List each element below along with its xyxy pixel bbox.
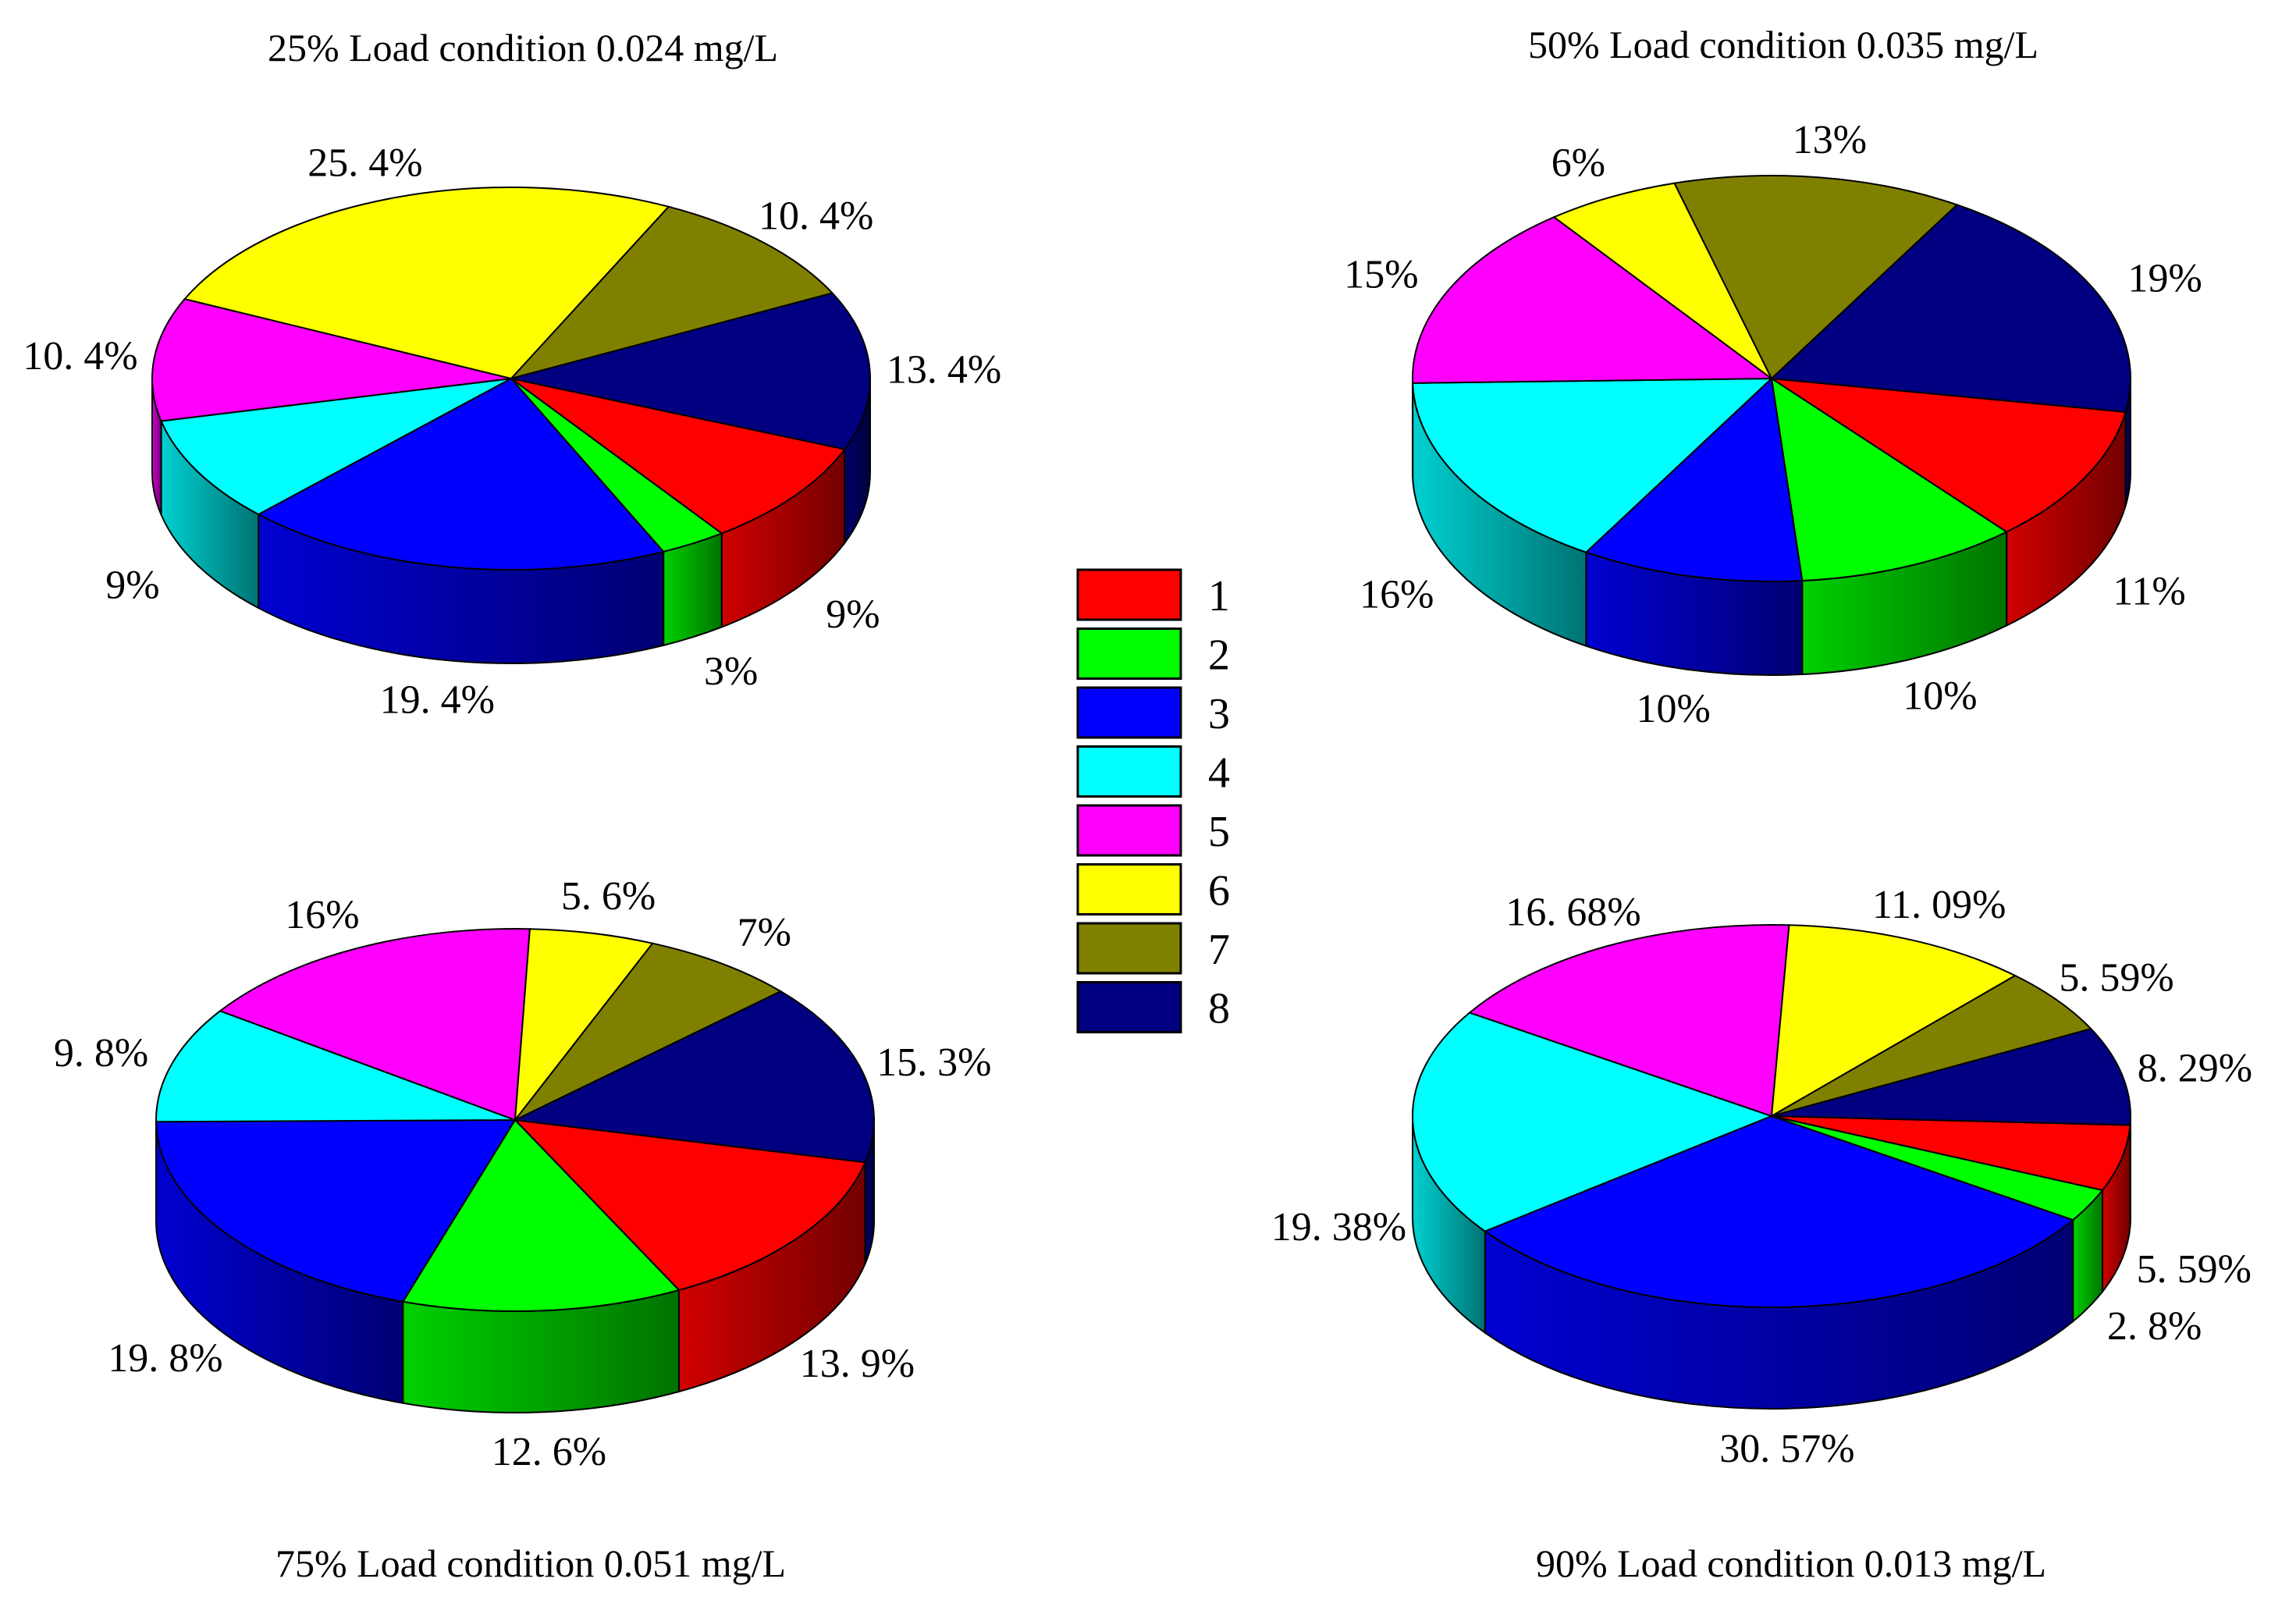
- pie-label-1: 9%: [826, 592, 880, 637]
- pie-slice-3: [257, 377, 665, 571]
- pie-labels: 5. 59% 2. 8% 30. 57% 19. 38% 16. 68% 11. 09% 5…: [1271, 883, 2252, 1471]
- pie-slice-3: [155, 1118, 517, 1303]
- chart-title-50-load: 50% Load condition 0.035 mg/L: [1528, 23, 2038, 66]
- legend-label-2: 2: [1208, 631, 1230, 680]
- pie-slice-6: [514, 928, 654, 1123]
- legend-label-3: 3: [1208, 690, 1230, 738]
- legend-label-6: 6: [1208, 867, 1230, 915]
- pie-label-7: 5. 59%: [2059, 956, 2173, 1001]
- pie-label-5: 15%: [1344, 253, 1418, 297]
- pie-slice-6: [1770, 924, 2017, 1118]
- pie-slice-3: [1584, 376, 1804, 582]
- pie-top: [151, 187, 871, 571]
- pie-slice-8: [1771, 1028, 2131, 1126]
- legend-swatch-1: [1076, 568, 1182, 621]
- pie-slice-7: [1673, 175, 1959, 380]
- legend-label-4: 4: [1208, 749, 1230, 798]
- pie-label-6: 6%: [1551, 141, 1605, 186]
- pie-chart-75-load: 13. 9% 12. 6% 19. 8% 9. 8% 16% 5. 6% 7% 15. 3%: [54, 874, 991, 1474]
- legend-label-5: 5: [1208, 808, 1230, 856]
- pie-label-8: 13. 4%: [887, 348, 1001, 393]
- pie-label-4: 16%: [1359, 572, 1434, 617]
- pie-label-1: 13. 9%: [800, 1342, 915, 1386]
- pie-label-5: 16. 68%: [1505, 891, 1640, 935]
- pie-side-walls: [1412, 378, 2131, 676]
- legend-label-7: 7: [1208, 926, 1230, 974]
- pie-slice-4: [1412, 377, 1774, 553]
- pie-label-4: 19. 38%: [1271, 1205, 1406, 1250]
- legend-swatch-3: [1076, 686, 1182, 739]
- pie-slice-6: [1552, 182, 1772, 379]
- pie-label-7: 7%: [737, 911, 791, 955]
- pie-slice-7: [508, 205, 834, 380]
- pie-top: [155, 928, 875, 1312]
- pie-labels: 11% 10% 10% 16% 15% 6% 13% 19%: [1344, 118, 2202, 731]
- pie-side-segment-8: [2129, 1115, 2132, 1227]
- legend-swatch-2: [1076, 628, 1182, 680]
- legend-swatch-6: [1076, 863, 1182, 915]
- pie-top: [1411, 924, 2131, 1308]
- pie-label-1: 11%: [2113, 570, 2185, 614]
- pie-label-8: 8. 29%: [2138, 1047, 2252, 1091]
- pie-slice-8: [1769, 204, 2131, 413]
- pie-slice-4: [155, 1010, 516, 1123]
- pie-label-8: 15. 3%: [876, 1040, 991, 1085]
- pie-label-3: 19. 8%: [108, 1336, 222, 1381]
- legend-swatch-5: [1076, 804, 1182, 857]
- pie-label-4: 9. 8%: [54, 1031, 148, 1075]
- pie-label-7: 10. 4%: [759, 194, 873, 238]
- pie-slice-2: [1770, 376, 2009, 582]
- pie-label-6: 11. 09%: [1872, 883, 2006, 927]
- pie-slice-4: [1411, 1011, 1774, 1232]
- legend-swatch-4: [1076, 745, 1182, 798]
- legend: 1 2 3 4 5 6 7 8: [1076, 568, 1230, 1033]
- pie-label-3: 10%: [1637, 687, 1711, 731]
- pie-slice-5: [1412, 216, 1774, 384]
- pie-label-7: 13%: [1793, 118, 1867, 162]
- pie-slice-6: [183, 187, 670, 380]
- pie-label-2: 3%: [704, 649, 758, 694]
- pie-label-3: 19. 4%: [380, 678, 495, 723]
- pie-slice-7: [1771, 974, 2093, 1117]
- chart-title-75-load: 75% Load condition 0.051 mg/L: [275, 1541, 786, 1585]
- pie-labels: 9% 3% 19. 4% 9% 10. 4% 25. 4% 10. 4% 13. 4%: [23, 140, 1001, 722]
- pie-slice-1: [513, 1118, 867, 1292]
- legend-swatch-7: [1076, 922, 1182, 975]
- chart-title-90-load: 90% Load condition 0.013 mg/L: [1536, 1541, 2046, 1585]
- pie-side-walls: [1412, 1115, 2132, 1410]
- pie-slice-1: [1771, 1115, 2131, 1192]
- pie-label-2: 10%: [1903, 674, 1977, 719]
- pie-chart-90-load: 5. 59% 2. 8% 30. 57% 19. 38% 16. 68% 11. 09% 5…: [1271, 883, 2252, 1471]
- legend-swatch-8: [1076, 981, 1182, 1033]
- pie-label-2: 2. 8%: [2107, 1304, 2202, 1349]
- pie-slice-2: [401, 1118, 681, 1312]
- pie-label-5: 10. 4%: [23, 334, 137, 379]
- pie-chart-25-load: 9% 3% 19. 4% 9% 10. 4% 25. 4% 10. 4% 13. 4%: [23, 140, 1001, 722]
- pie-slice-8: [510, 292, 871, 450]
- pie-slice-5: [1468, 924, 1790, 1118]
- legend-label-1: 1: [1208, 572, 1230, 620]
- pie-top: [1412, 175, 2131, 582]
- pie-label-1: 5. 59%: [2137, 1247, 2252, 1292]
- pie-slice-5: [151, 297, 512, 422]
- pie-label-5: 16%: [285, 893, 359, 937]
- pie-chart-50-load: 11% 10% 10% 16% 15% 6% 13% 19%: [1344, 118, 2202, 731]
- legend-label-8: 8: [1208, 985, 1230, 1033]
- pie-slice-5: [219, 928, 531, 1122]
- pie-slice-1: [1771, 378, 2127, 533]
- pie-slice-3: [1483, 1115, 2075, 1308]
- pie-slice-4: [160, 378, 512, 516]
- pie-label-8: 19%: [2128, 256, 2202, 300]
- pie-label-2: 12. 6%: [492, 1430, 606, 1474]
- chart-title-25-load: 25% Load condition 0.024 mg/L: [268, 26, 778, 69]
- pie-slice-7: [514, 942, 783, 1121]
- pie-label-3: 30. 57%: [1719, 1427, 1854, 1471]
- pie-labels: 13. 9% 12. 6% 19. 8% 9. 8% 16% 5. 6% 7% 15. 3%: [54, 874, 991, 1474]
- pie-slice-1: [510, 378, 847, 535]
- pie-label-6: 25. 4%: [307, 140, 422, 185]
- pie-slice-8: [512, 990, 875, 1164]
- pie-label-4: 9%: [105, 563, 159, 607]
- pie-label-6: 5. 6%: [561, 874, 656, 919]
